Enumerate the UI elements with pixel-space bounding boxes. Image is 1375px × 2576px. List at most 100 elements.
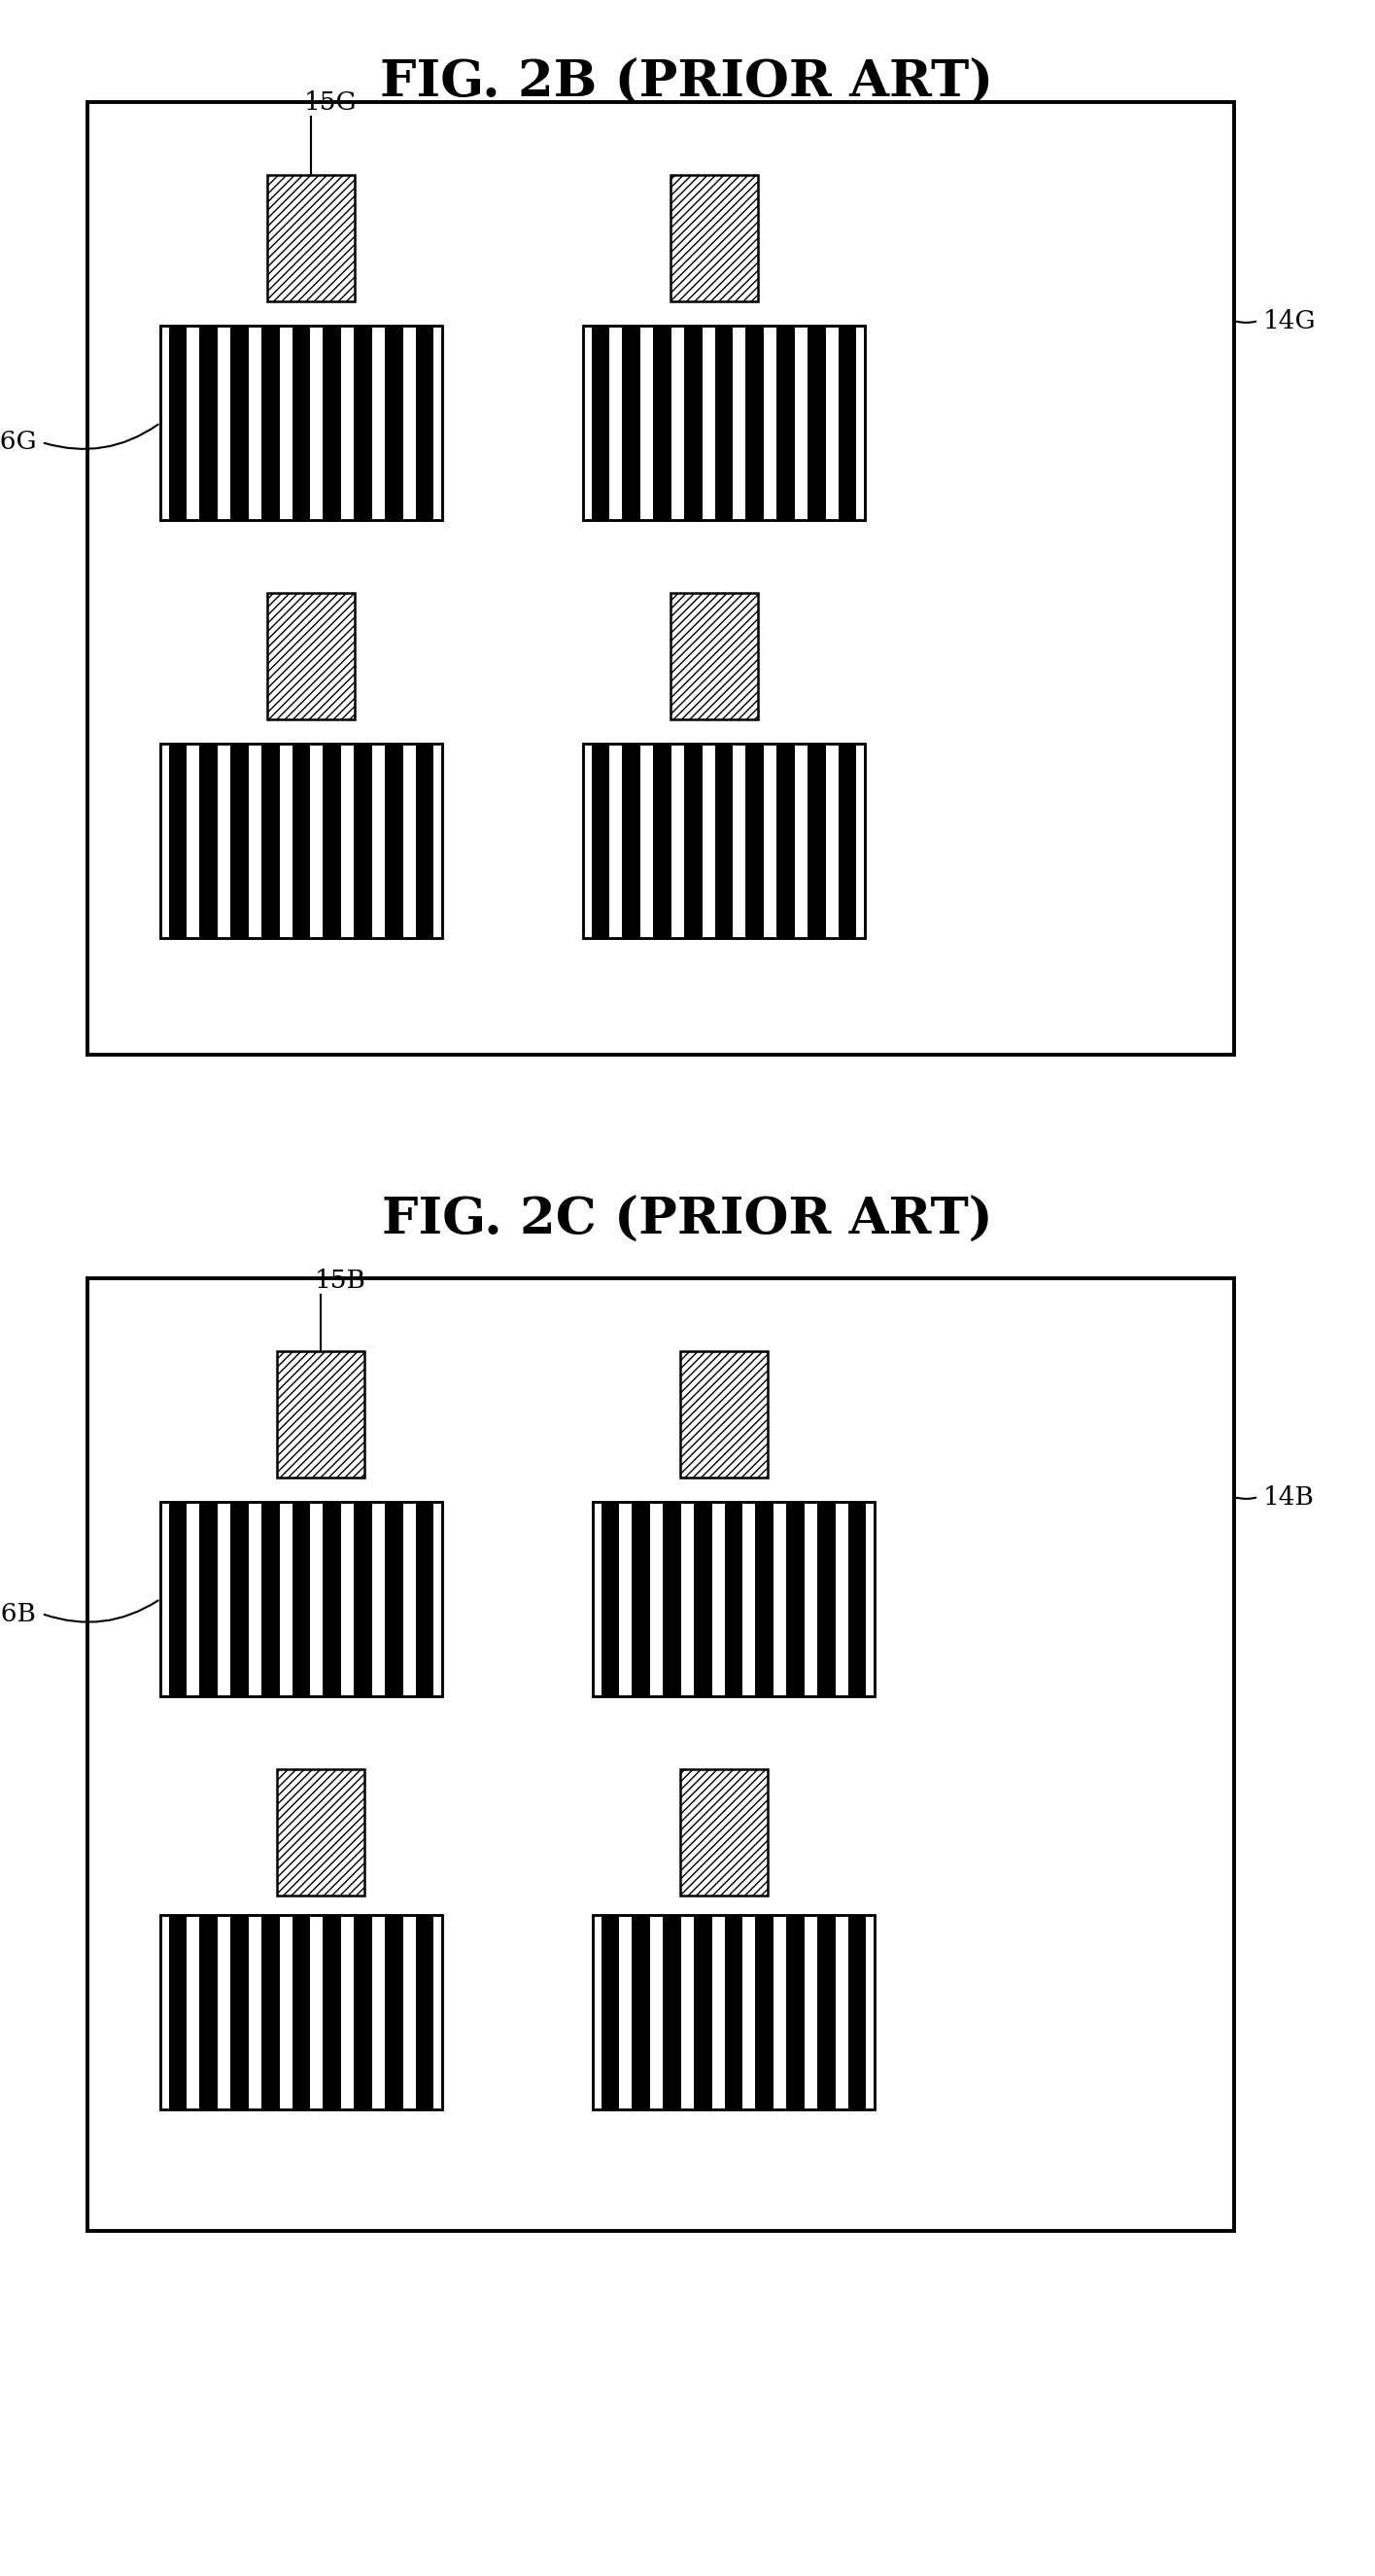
Bar (601, 1914, 619, 2110)
Bar (683, 744, 703, 938)
Bar (267, 592, 355, 719)
Bar (323, 1502, 341, 1695)
Bar (583, 744, 865, 938)
Bar (632, 1502, 650, 1695)
Bar (694, 1914, 712, 2110)
Bar (777, 325, 795, 520)
Bar (169, 325, 187, 520)
Bar (745, 744, 765, 938)
Bar (276, 1352, 364, 1479)
Bar (593, 1914, 875, 2110)
Bar (169, 1914, 187, 2110)
Bar (199, 1914, 217, 2110)
Bar (385, 744, 403, 938)
Bar (261, 325, 279, 520)
Bar (807, 744, 825, 938)
Text: 14B: 14B (1264, 1484, 1314, 1510)
Bar (817, 1502, 835, 1695)
Bar (839, 325, 857, 520)
Bar (169, 1502, 187, 1695)
Bar (385, 325, 403, 520)
Text: FIG. 2C (PRIOR ART): FIG. 2C (PRIOR ART) (382, 1195, 993, 1244)
Bar (276, 1770, 364, 1896)
Bar (583, 325, 865, 520)
Bar (88, 1278, 1235, 2231)
Bar (601, 1502, 619, 1695)
Bar (199, 744, 217, 938)
Bar (593, 1914, 875, 2110)
Bar (593, 1502, 875, 1695)
Text: 16G: 16G (0, 430, 37, 453)
Bar (848, 1914, 866, 2110)
Text: FIG. 2B (PRIOR ART): FIG. 2B (PRIOR ART) (381, 59, 994, 108)
Bar (161, 325, 443, 520)
Bar (161, 1502, 443, 1695)
Bar (261, 1914, 279, 2110)
Bar (199, 325, 217, 520)
Bar (715, 325, 733, 520)
Bar (231, 744, 249, 938)
Bar (161, 744, 443, 938)
Bar (681, 1770, 767, 1896)
Bar (591, 325, 609, 520)
Bar (323, 744, 341, 938)
Bar (755, 1502, 774, 1695)
Bar (807, 325, 825, 520)
Bar (745, 325, 765, 520)
Bar (292, 1502, 311, 1695)
Bar (415, 1502, 433, 1695)
Bar (653, 744, 671, 938)
Bar (583, 744, 865, 938)
Bar (694, 1502, 712, 1695)
Bar (161, 1502, 443, 1695)
Bar (415, 325, 433, 520)
Bar (725, 1914, 742, 2110)
Bar (353, 744, 373, 938)
Bar (292, 1914, 311, 2110)
Bar (353, 1502, 373, 1695)
Bar (755, 1914, 774, 2110)
Bar (261, 1502, 279, 1695)
Bar (725, 1502, 742, 1695)
Bar (161, 1914, 443, 2110)
Text: 14G: 14G (1264, 309, 1316, 332)
Bar (161, 325, 443, 520)
Bar (415, 744, 433, 938)
Bar (663, 1502, 681, 1695)
Bar (786, 1502, 804, 1695)
Bar (385, 1502, 403, 1695)
Bar (323, 325, 341, 520)
Bar (681, 1352, 767, 1479)
Bar (261, 744, 279, 938)
Bar (353, 325, 373, 520)
Bar (663, 1914, 681, 2110)
Bar (88, 103, 1235, 1054)
Text: 15B: 15B (315, 1267, 366, 1293)
Bar (169, 744, 187, 938)
Bar (593, 1502, 875, 1695)
Bar (267, 175, 355, 301)
Bar (623, 325, 641, 520)
Bar (671, 175, 758, 301)
Bar (161, 744, 443, 938)
Text: 16B: 16B (0, 1602, 37, 1625)
Bar (583, 325, 865, 520)
Bar (848, 1502, 866, 1695)
Bar (292, 325, 311, 520)
Bar (161, 1914, 443, 2110)
Bar (715, 744, 733, 938)
Bar (231, 1914, 249, 2110)
Bar (632, 1914, 650, 2110)
Bar (385, 1914, 403, 2110)
Text: 15G: 15G (304, 90, 358, 116)
Bar (839, 744, 857, 938)
Bar (231, 325, 249, 520)
Bar (623, 744, 641, 938)
Bar (671, 592, 758, 719)
Bar (353, 1914, 373, 2110)
Bar (292, 744, 311, 938)
Bar (231, 1502, 249, 1695)
Bar (323, 1914, 341, 2110)
Bar (415, 1914, 433, 2110)
Bar (199, 1502, 217, 1695)
